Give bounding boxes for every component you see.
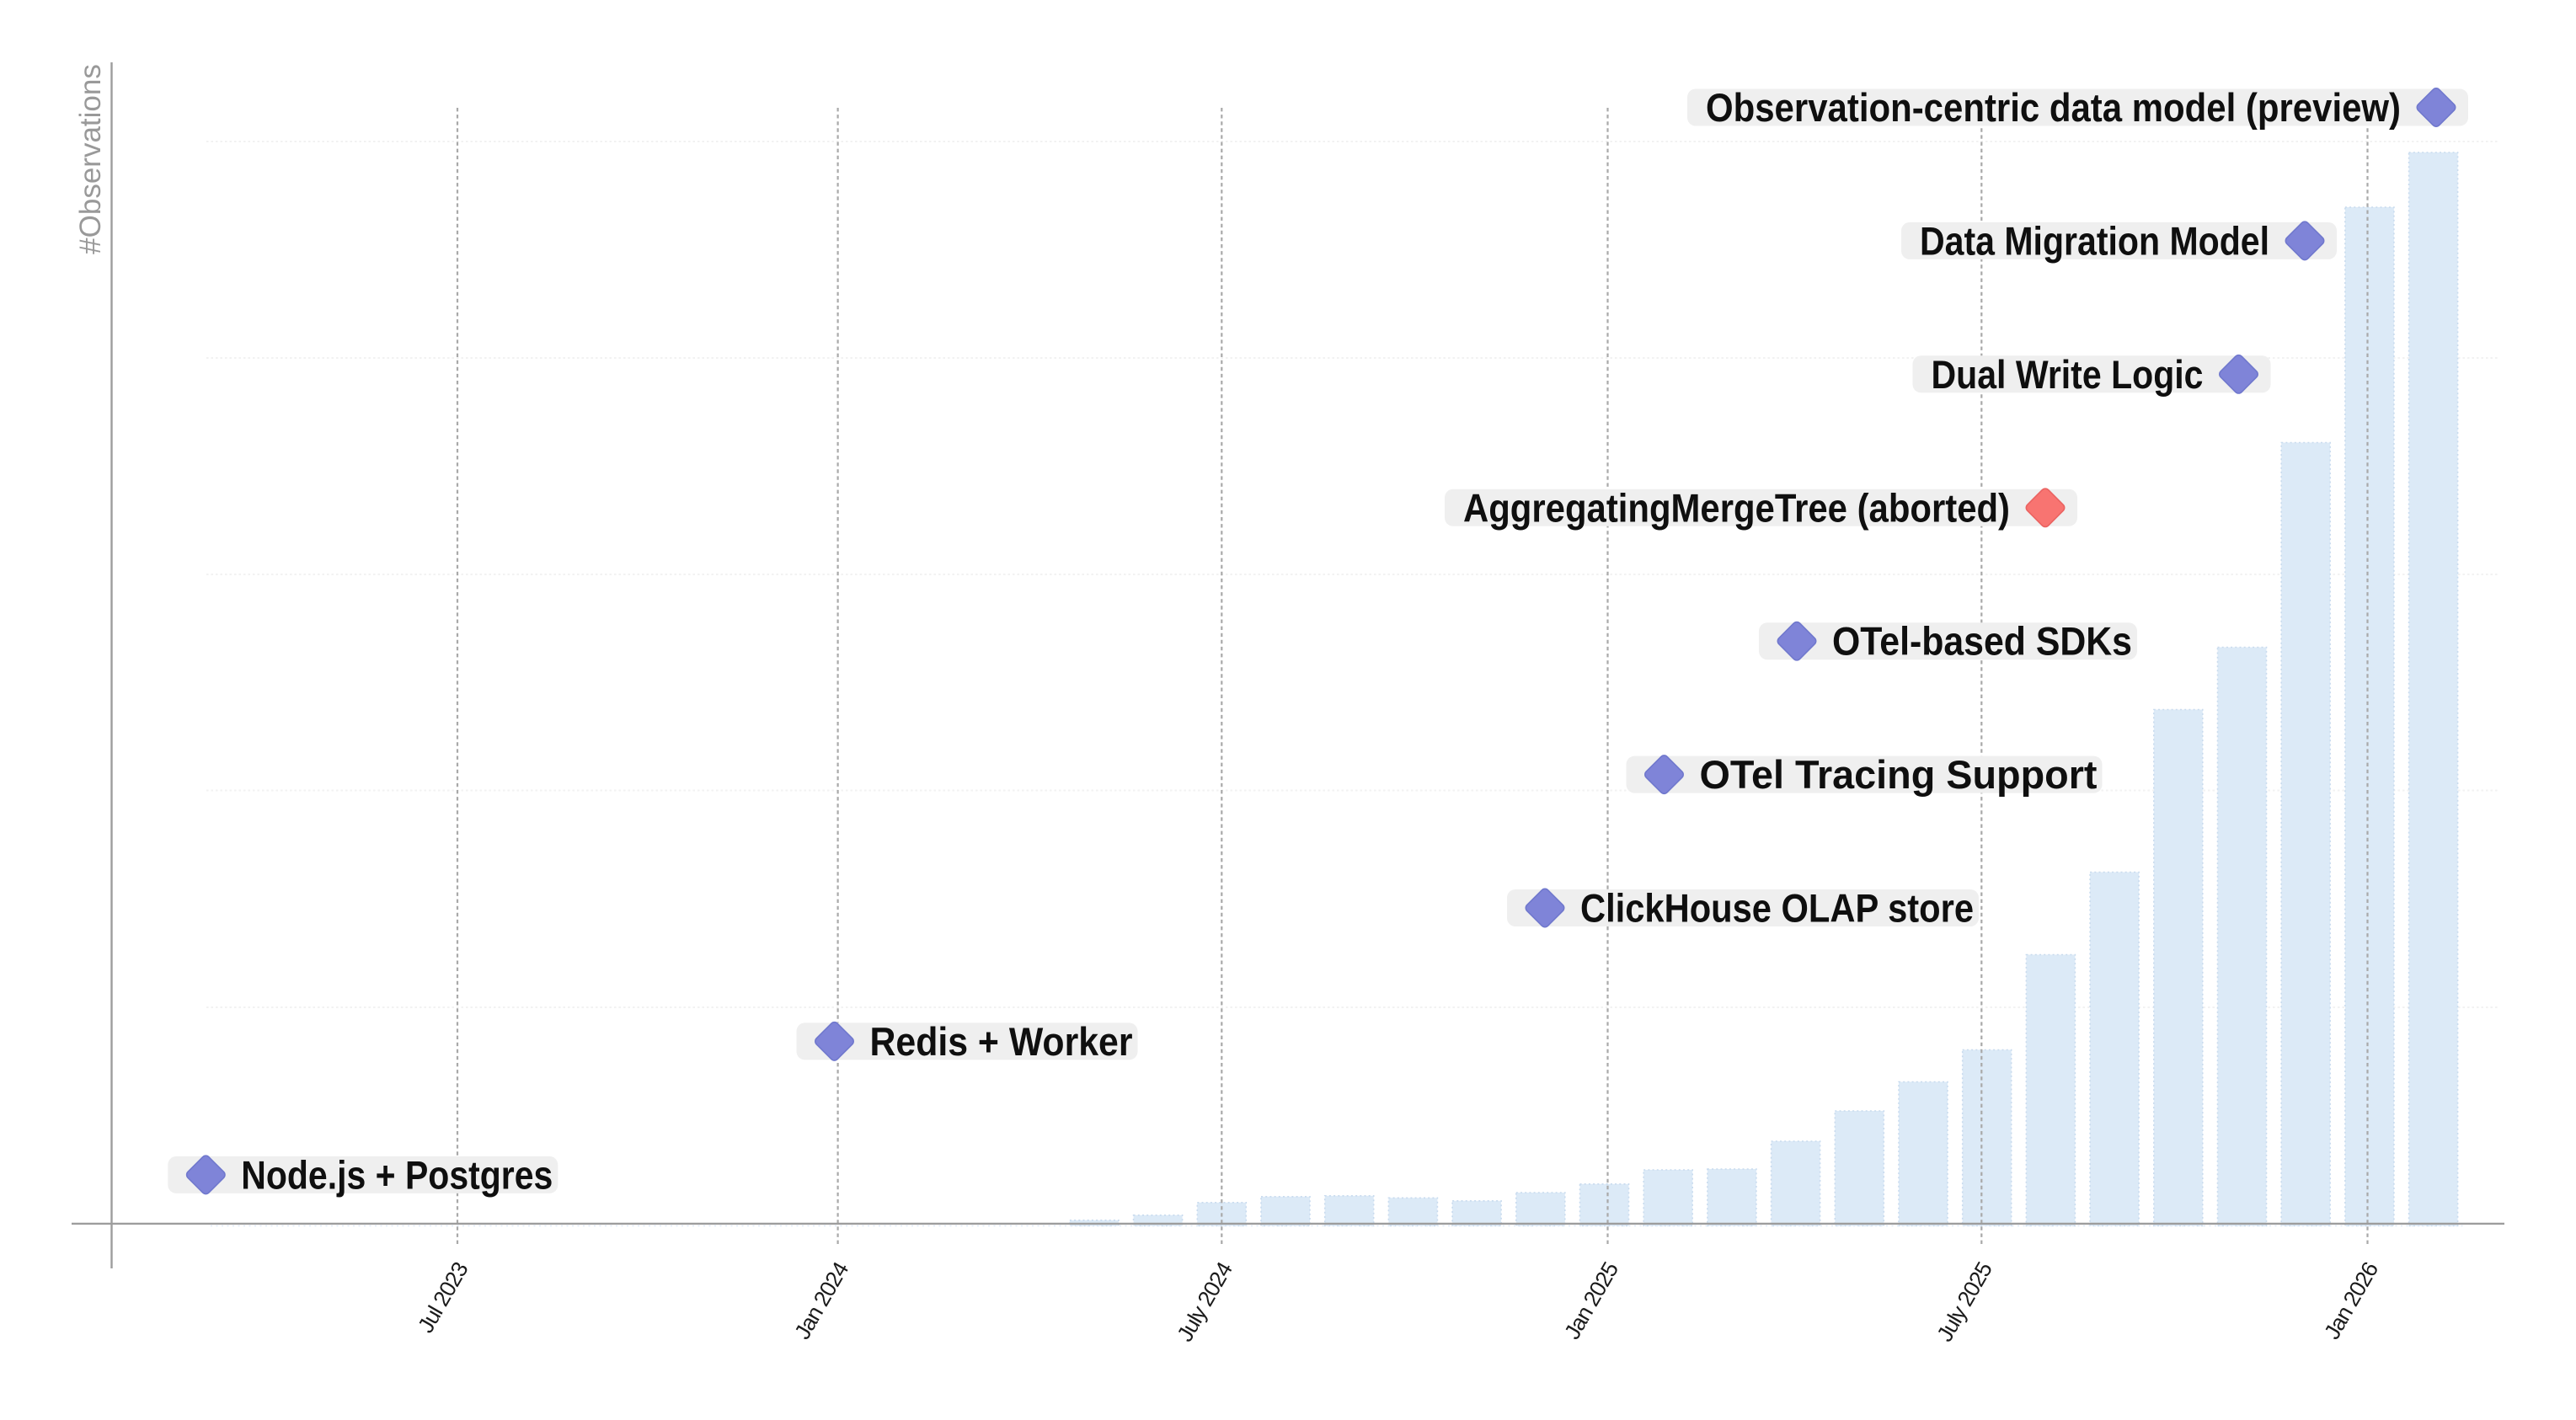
svg-text:Observation-centric data model: Observation-centric data model (preview) (1706, 85, 2401, 130)
svg-text:Dual Write Logic: Dual Write Logic (1932, 352, 2204, 397)
svg-text:#Observations: #Observations (74, 64, 107, 254)
svg-text:Redis + Worker: Redis + Worker (870, 1019, 1133, 1064)
svg-text:OTel-based SDKs: OTel-based SDKs (1832, 619, 2132, 664)
svg-text:Node.js + Postgres: Node.js + Postgres (241, 1152, 553, 1197)
svg-text:Data Migration Model: Data Migration Model (1920, 218, 2269, 263)
svg-text:OTel Tracing Support: OTel Tracing Support (1700, 752, 2098, 797)
svg-text:ClickHouse OLAP store: ClickHouse OLAP store (1580, 886, 1974, 931)
svg-text:AggregatingMergeTree (aborted): AggregatingMergeTree (aborted) (1463, 485, 2010, 530)
